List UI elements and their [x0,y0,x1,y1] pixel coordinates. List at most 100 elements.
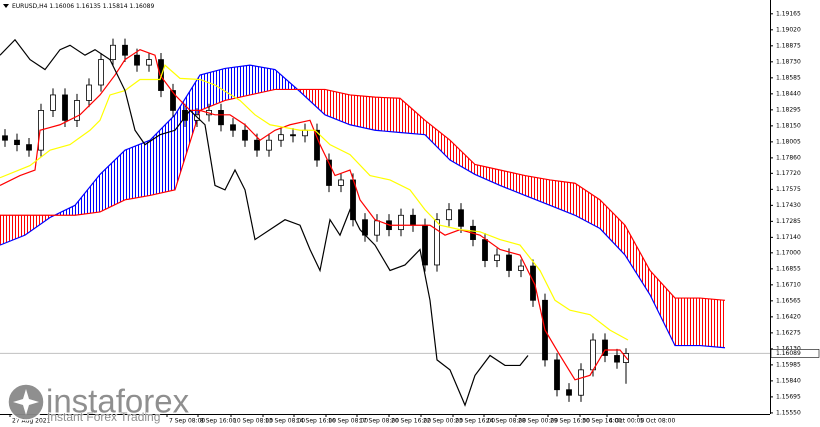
candle-body [2,135,8,141]
x-tick-label: 14 Sep 16:00 [296,418,336,425]
x-tick-label: 17 Sep 08:00 [359,418,399,425]
candle-body [374,220,380,236]
x-tick-label: 27 Aug 2021 [12,418,51,425]
logo-star [13,389,39,415]
x-tick-label: 28 Sep 00:00 [518,418,558,425]
last-price-label: 1.16089 [776,350,801,357]
chart-title: EURUSD,H4 1.16006 1.16135 1.15814 1.1608… [12,3,154,10]
y-tick-label: 1.16710 [776,281,801,288]
y-tick-label: 1.15695 [776,393,801,400]
indicator-line [0,49,629,381]
y-tick-label: 1.17575 [776,186,801,193]
cloud-span-b [0,88,726,301]
candle-body [398,214,404,231]
candle-body [482,239,488,261]
symbol-icon [3,4,9,8]
candle-body [86,84,92,101]
cloud-segment [325,89,350,125]
y-tick-label: 1.17430 [776,202,801,209]
indicator-line [0,64,629,341]
candle-body [326,159,332,186]
last-price-box [770,349,820,358]
candle-body [26,144,32,151]
candle-body [602,339,608,356]
cloud-segment [250,65,275,95]
candle-body [50,94,56,111]
candle-body [338,179,344,186]
candle-body [566,389,572,396]
cloud-segment [550,179,575,216]
y-tick-label: 1.18440 [776,90,801,97]
candle-body [254,139,260,151]
candle-body [290,134,296,137]
cloud-segment [650,270,675,346]
x-tick-label: 22 Sep 00:00 [423,418,463,425]
y-tick-label: 1.18875 [776,42,801,49]
candle-body [314,129,320,161]
x-tick-label: 5 Oct 08:00 [640,418,675,425]
candle-body [134,54,140,66]
cloud-segment [675,298,700,346]
y-tick-label: 1.19165 [776,10,801,17]
cloud-segment [400,98,425,135]
x-tick-label: 8 Sep 16:00 [200,418,236,425]
y-tick-label: 1.15550 [776,409,801,416]
x-tick-label: 13 Sep 08:00 [265,418,305,425]
watermark-brand: instaforex [46,383,190,420]
cloud-segment [625,225,650,295]
candle-body [494,254,500,261]
cloud-segment [500,170,525,196]
cloud-segment [450,140,475,175]
candle-body [554,359,560,391]
watermark: instaforex Instant Forex Trading [7,382,190,425]
x-tick-label: 20 Sep 16:00 [391,418,431,425]
candle-body [170,90,176,111]
cloud-segment [200,68,225,111]
candle-body [614,355,620,363]
candle-body [242,129,248,141]
cloud-segment [0,215,25,246]
candle-body [446,209,452,221]
cloud-segment [175,75,200,190]
candle-body [218,110,224,126]
candle-body [578,369,584,396]
candle-body [590,339,596,371]
candle-body [278,134,284,141]
cloud-segment [75,174,100,216]
x-tick-label: 4 Oct 00:00 [609,418,644,425]
candle-body [182,110,188,121]
candle-body [434,219,440,266]
cloud-segment [475,164,500,186]
candle-body [230,124,236,131]
x-tick-label: 23 Sep 16:00 [455,418,495,425]
x-tick-label: 7 Sep 08:00 [169,418,205,425]
y-tick-label: 1.17000 [776,249,801,256]
y-tick-label: 1.17860 [776,154,801,161]
cloud-segment [575,183,600,229]
candle-body [146,59,152,66]
candle-body [14,139,20,146]
candle-body [506,254,512,271]
x-tick-label: 10 Sep 08:00 [233,418,273,425]
y-tick-label: 1.17720 [776,170,801,177]
x-tick-label: 16 Sep 08:00 [328,418,368,425]
cloud-segment [225,65,250,101]
cloud-segment [125,140,150,200]
candle-body [62,94,68,121]
y-tick-label: 1.18295 [776,106,801,113]
y-tick-label: 1.16565 [776,297,801,304]
candle-body [410,214,416,226]
candle-body [74,100,80,121]
cloud-segment [425,120,450,161]
y-tick-label: 1.15840 [776,377,801,384]
candle-body [458,209,464,227]
candle-body [98,59,104,86]
x-tick-label: 24 Sep 08:00 [486,418,526,425]
y-tick-label: 1.18585 [776,74,801,81]
x-tick-label: 30 Sep 16:00 [582,418,622,425]
cloud-segment [600,199,625,256]
candle-body [518,265,524,271]
